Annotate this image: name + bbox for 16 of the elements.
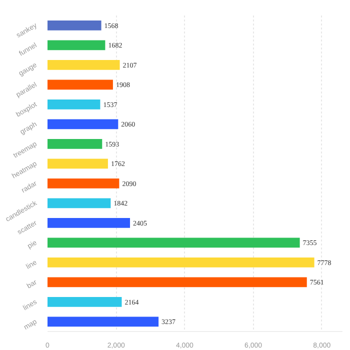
bar xyxy=(48,40,106,50)
bar xyxy=(48,316,159,327)
bar xyxy=(48,218,130,228)
bar xyxy=(48,158,108,169)
bar xyxy=(48,296,122,307)
bar xyxy=(48,257,314,268)
bar xyxy=(48,119,118,130)
bar xyxy=(48,138,102,149)
bar xyxy=(48,198,111,208)
bar xyxy=(48,178,120,188)
bar xyxy=(48,20,102,30)
bar xyxy=(48,60,120,70)
bar xyxy=(48,99,100,110)
bar xyxy=(48,80,113,90)
bar xyxy=(48,238,300,248)
bar xyxy=(48,277,307,288)
